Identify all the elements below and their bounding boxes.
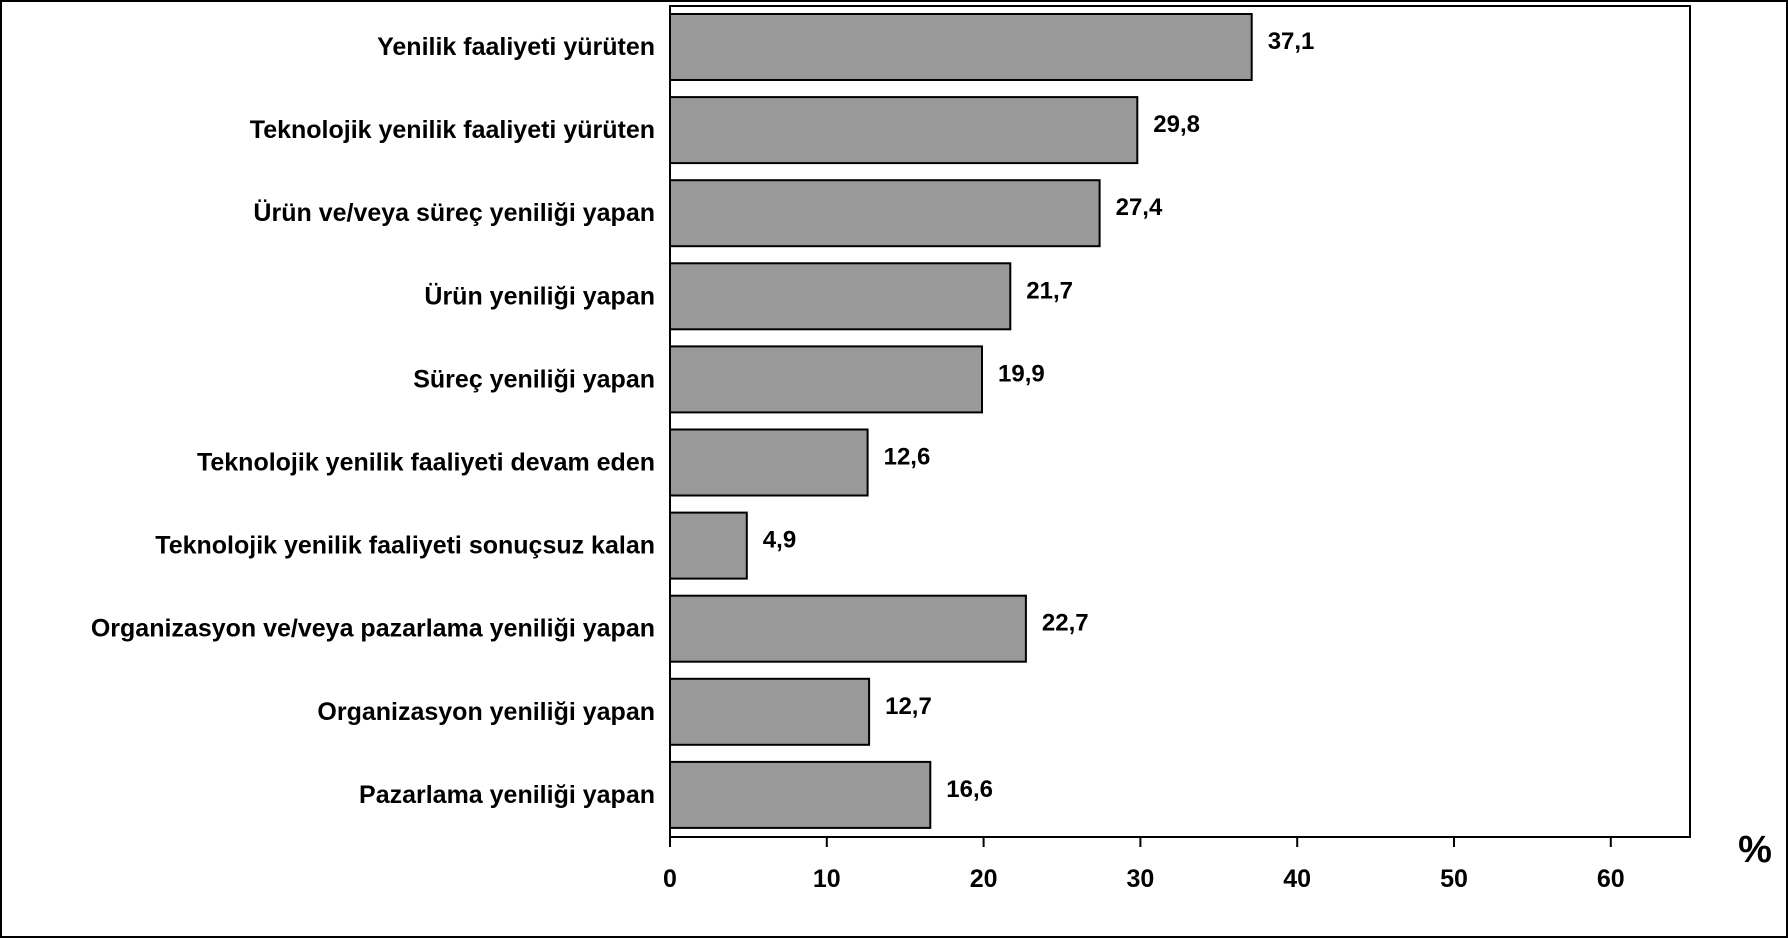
category-label: Teknolojik yenilik faaliyeti yürüten bbox=[250, 116, 655, 144]
bar bbox=[669, 262, 1012, 331]
data-label: 16,6 bbox=[946, 776, 993, 803]
bar bbox=[669, 511, 748, 580]
x-tick-label: 0 bbox=[663, 865, 677, 893]
category-label: Yenilik faaliyeti yürüten bbox=[377, 33, 655, 61]
x-axis-unit-label: % bbox=[1738, 829, 1772, 871]
x-tick-label: 30 bbox=[1126, 865, 1154, 893]
x-tick-label: 10 bbox=[813, 865, 841, 893]
data-label: 29,8 bbox=[1153, 111, 1200, 138]
bar bbox=[669, 677, 871, 746]
plot-area bbox=[669, 5, 1691, 838]
category-label: Teknolojik yenilik faaliyeti sonuçsuz ka… bbox=[155, 532, 655, 560]
category-label: Ürün ve/veya süreç yeniliği yapan bbox=[253, 198, 655, 227]
bar bbox=[669, 96, 1139, 165]
data-label: 19,9 bbox=[998, 360, 1045, 387]
category-label: Organizasyon ve/veya pazarlama yeniliği … bbox=[91, 615, 655, 643]
data-label: 21,7 bbox=[1026, 277, 1073, 304]
data-label: 37,1 bbox=[1268, 28, 1315, 55]
bar bbox=[669, 428, 869, 497]
category-label: Pazarlama yeniliği yapan bbox=[359, 781, 655, 809]
data-label: 12,6 bbox=[884, 444, 931, 471]
bar bbox=[669, 594, 1027, 663]
value-labels: 37,1 29,8 27,4 21,7 19,9 12,6 4,9 22,7 12,7 16,6 bbox=[763, 28, 1315, 803]
x-tick-label: 60 bbox=[1597, 865, 1625, 893]
data-label: 4,9 bbox=[763, 527, 796, 554]
data-label: 12,7 bbox=[885, 693, 932, 720]
x-tick-label: 40 bbox=[1283, 865, 1311, 893]
bar bbox=[669, 179, 1101, 248]
bars-layer bbox=[669, 13, 1253, 829]
bar bbox=[669, 345, 983, 414]
data-label: 27,4 bbox=[1116, 194, 1163, 221]
category-labels: Yenilik faaliyeti yürüten Teknolojik yeni… bbox=[91, 33, 655, 809]
data-label: 22,7 bbox=[1042, 610, 1089, 637]
category-label: Süreç yeniliği yapan bbox=[413, 365, 655, 393]
bar bbox=[669, 13, 1253, 81]
category-label: Teknolojik yenilik faaliyeti devam eden bbox=[197, 449, 655, 477]
category-label: Organizasyon yeniliği yapan bbox=[317, 698, 655, 726]
x-tick-label: 50 bbox=[1440, 865, 1468, 893]
x-axis: 0 10 20 30 40 50 60 bbox=[663, 837, 1625, 893]
bar bbox=[669, 760, 932, 829]
x-tick-label: 20 bbox=[970, 865, 998, 893]
category-label: Ürün yeniliği yapan bbox=[424, 281, 655, 310]
